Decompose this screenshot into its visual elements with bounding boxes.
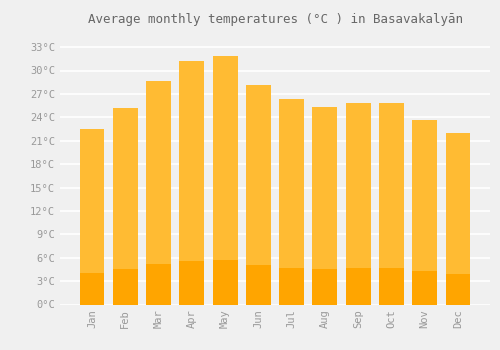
Bar: [246, 85, 271, 304]
Bar: [379, 268, 404, 304]
Bar: [80, 129, 104, 304]
Bar: [113, 108, 138, 304]
Bar: [446, 133, 470, 304]
Bar: [212, 260, 238, 304]
Title: Average monthly temperatures (°C ) in Basavakalyān: Average monthly temperatures (°C ) in Ba…: [88, 13, 462, 26]
Bar: [412, 120, 437, 304]
Bar: [279, 267, 304, 304]
Bar: [446, 274, 470, 304]
Bar: [346, 268, 370, 304]
Bar: [146, 80, 171, 304]
Bar: [312, 269, 338, 304]
Bar: [180, 61, 204, 304]
Bar: [146, 264, 171, 304]
Bar: [412, 271, 437, 304]
Bar: [279, 99, 304, 304]
Bar: [312, 107, 338, 304]
Bar: [180, 261, 204, 304]
Bar: [379, 103, 404, 304]
Bar: [346, 103, 370, 304]
Bar: [212, 56, 238, 304]
Bar: [246, 265, 271, 304]
Bar: [80, 273, 104, 304]
Bar: [113, 269, 138, 304]
